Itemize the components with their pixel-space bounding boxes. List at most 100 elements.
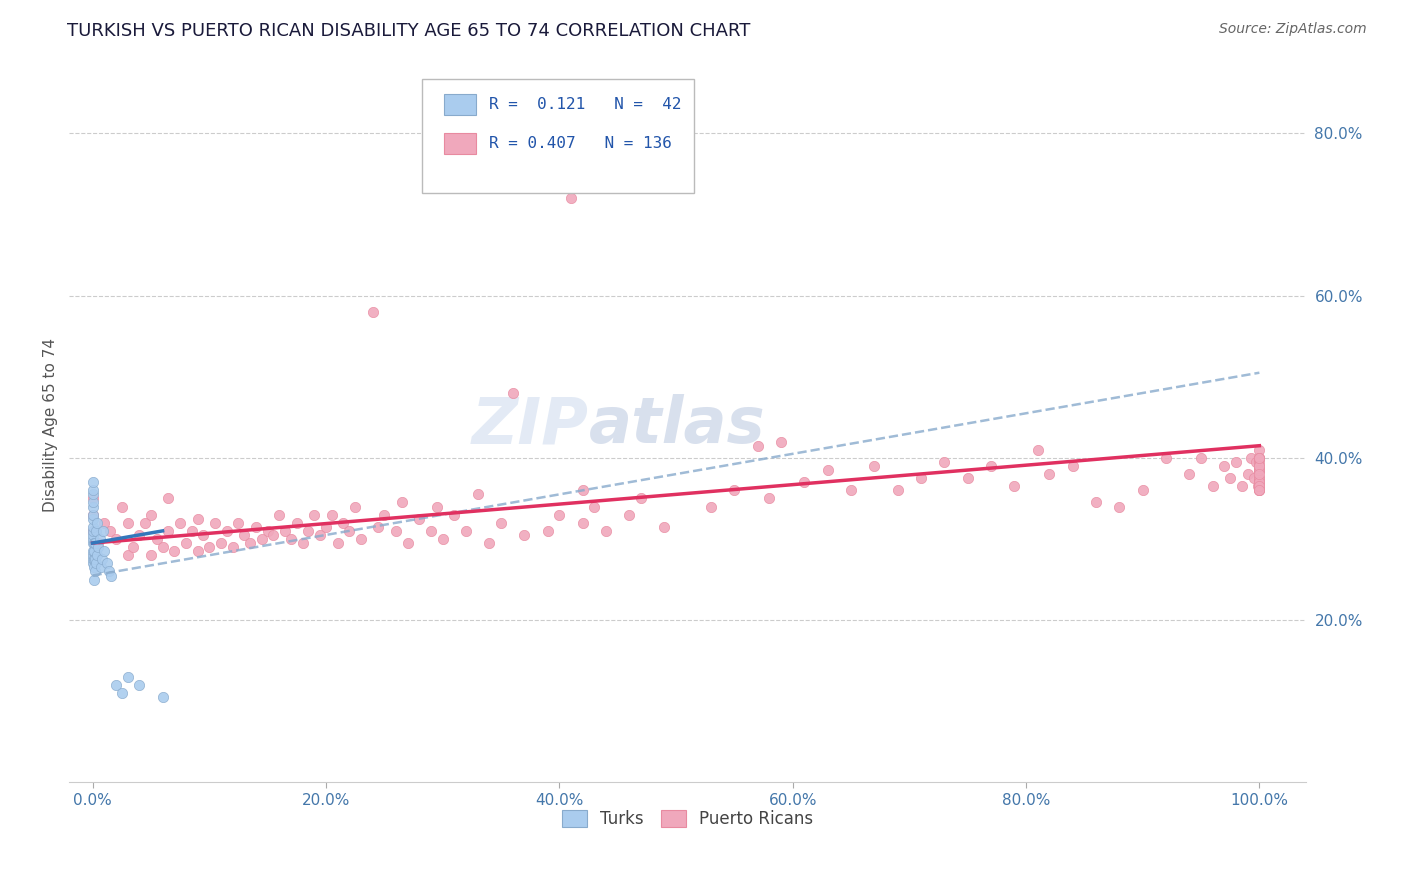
Point	[82, 512, 104, 526]
Point	[443, 508, 465, 522]
Point	[82, 548, 104, 562]
Point	[1249, 463, 1271, 477]
Text: atlas: atlas	[589, 394, 765, 457]
Point	[250, 532, 273, 546]
Point	[1249, 450, 1271, 465]
Point	[1085, 495, 1108, 509]
Point	[100, 568, 122, 582]
Point	[228, 516, 250, 530]
Point	[1202, 479, 1225, 493]
Point	[139, 548, 162, 562]
Point	[1249, 458, 1271, 473]
Point	[1189, 450, 1212, 465]
Point	[583, 500, 606, 514]
Point	[157, 491, 180, 506]
Point	[86, 516, 108, 530]
Point	[198, 540, 221, 554]
Point	[104, 532, 127, 546]
Point	[83, 536, 105, 550]
Point	[83, 560, 105, 574]
Point	[104, 678, 127, 692]
Point	[221, 540, 243, 554]
Point	[652, 520, 675, 534]
Point	[886, 483, 908, 498]
Point	[747, 439, 769, 453]
Point	[139, 508, 162, 522]
Point	[82, 475, 104, 490]
Point	[1249, 442, 1271, 457]
Point	[1002, 479, 1025, 493]
Point	[89, 532, 111, 546]
Point	[145, 532, 167, 546]
Point	[90, 560, 112, 574]
Point	[1249, 479, 1271, 493]
Point	[1247, 479, 1270, 493]
Point	[619, 508, 641, 522]
Point	[82, 487, 104, 501]
Point	[187, 544, 209, 558]
Point	[1236, 467, 1258, 482]
Point	[1225, 455, 1247, 469]
Point	[91, 524, 114, 538]
Point	[83, 573, 105, 587]
Point	[117, 548, 139, 562]
Point	[595, 524, 617, 538]
Point	[111, 686, 134, 700]
Point	[1249, 479, 1271, 493]
Point	[385, 524, 408, 538]
Point	[169, 516, 191, 530]
Legend: Turks, Puerto Ricans: Turks, Puerto Ricans	[555, 803, 820, 835]
Point	[97, 565, 120, 579]
Point	[87, 536, 110, 550]
Point	[82, 552, 104, 566]
Y-axis label: Disability Age 65 to 74: Disability Age 65 to 74	[44, 338, 58, 512]
Point	[1249, 483, 1271, 498]
Point	[82, 483, 104, 498]
Point	[233, 528, 256, 542]
Point	[1154, 450, 1177, 465]
Point	[391, 495, 413, 509]
Point	[332, 516, 354, 530]
Point	[87, 540, 110, 554]
Point	[536, 524, 558, 538]
Point	[204, 516, 226, 530]
Point	[262, 528, 284, 542]
Point	[321, 508, 343, 522]
Point	[157, 524, 180, 538]
Point	[291, 536, 314, 550]
Point	[1108, 500, 1130, 514]
Point	[839, 483, 862, 498]
Point	[560, 191, 582, 205]
Point	[1240, 450, 1263, 465]
Point	[82, 557, 104, 571]
Point	[361, 305, 384, 319]
Point	[326, 536, 349, 550]
Point	[1062, 458, 1084, 473]
Point	[1249, 455, 1271, 469]
Point	[180, 524, 202, 538]
Point	[432, 532, 454, 546]
Point	[86, 548, 108, 562]
Point	[793, 475, 815, 490]
Point	[758, 491, 780, 506]
Point	[297, 524, 319, 538]
Point	[1038, 467, 1060, 482]
Point	[910, 471, 932, 485]
Point	[82, 508, 104, 522]
Point	[489, 516, 512, 530]
Point	[1249, 463, 1271, 477]
Point	[956, 471, 979, 485]
Point	[350, 532, 373, 546]
Point	[256, 524, 278, 538]
Point	[723, 483, 745, 498]
Point	[630, 491, 652, 506]
Point	[152, 540, 174, 554]
Point	[209, 536, 232, 550]
Point	[1219, 471, 1241, 485]
Text: R = 0.407   N = 136: R = 0.407 N = 136	[488, 136, 672, 151]
Point	[1249, 463, 1271, 477]
Point	[83, 565, 105, 579]
Point	[128, 678, 150, 692]
Point	[122, 540, 145, 554]
Point	[1249, 483, 1271, 498]
